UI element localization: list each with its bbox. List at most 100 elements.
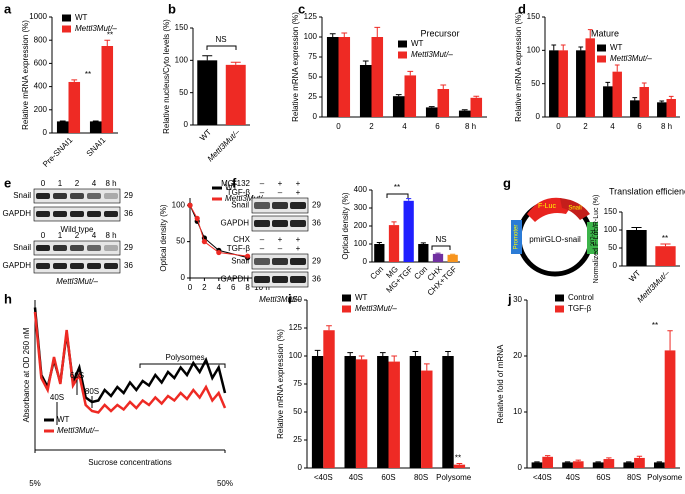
x-tick-label: 8 h bbox=[661, 122, 672, 131]
annotation: ** bbox=[652, 321, 658, 330]
y-tick-label: 200 bbox=[34, 105, 48, 114]
annotation: 40S bbox=[50, 393, 64, 402]
error-bar bbox=[668, 95, 674, 99]
error-bar bbox=[544, 455, 551, 457]
snail-segment bbox=[560, 198, 590, 220]
error-bar bbox=[560, 44, 566, 51]
blot-band bbox=[290, 202, 306, 209]
x-tick-label: Pre-SNAI1 bbox=[41, 135, 75, 169]
bar bbox=[89, 121, 102, 133]
blot-band bbox=[36, 211, 50, 217]
y-axis-label: Absorbance at OD 260 nM bbox=[22, 327, 31, 422]
bar bbox=[56, 121, 69, 133]
bar bbox=[437, 89, 450, 117]
y-tick-label: 300 bbox=[354, 203, 368, 212]
bar bbox=[576, 50, 586, 118]
treatment-sign: – bbox=[260, 179, 265, 188]
y-tick-label: 20 bbox=[513, 351, 522, 360]
error-bar bbox=[347, 352, 354, 356]
bar bbox=[653, 462, 665, 468]
y-tick-label: 400 bbox=[354, 185, 368, 194]
error-bar bbox=[379, 352, 386, 356]
y-axis-label: Relative mRNA expression (%) bbox=[514, 12, 523, 122]
bar bbox=[572, 461, 584, 468]
plasmid-label: pmirGLO-snail bbox=[529, 235, 581, 244]
size-marker: 36 bbox=[124, 209, 133, 218]
annotation: Polysomes bbox=[165, 353, 204, 362]
blot-band bbox=[104, 193, 118, 199]
axis bbox=[189, 198, 262, 279]
x-tick-label: 8 h bbox=[465, 122, 476, 131]
error-bar bbox=[614, 64, 620, 72]
blot-band bbox=[104, 211, 118, 217]
treatment-sign: – bbox=[260, 235, 265, 244]
bar bbox=[377, 356, 389, 468]
y-tick-label: 150 bbox=[604, 207, 618, 216]
blot-band bbox=[272, 220, 288, 227]
size-marker: 36 bbox=[312, 219, 321, 228]
blot-band bbox=[70, 211, 84, 217]
legend-swatch bbox=[597, 44, 606, 52]
bar bbox=[392, 96, 405, 117]
treatment-label: TGF-β bbox=[227, 188, 251, 197]
y-tick-label: 30 bbox=[513, 295, 522, 304]
y-tick-label: 25 bbox=[308, 92, 317, 101]
annotation: ** bbox=[107, 30, 113, 39]
row-label: GAPDH bbox=[3, 209, 32, 218]
error-bar bbox=[423, 363, 430, 371]
bar bbox=[603, 459, 615, 468]
treatment-sign: + bbox=[278, 179, 283, 188]
bar bbox=[432, 253, 444, 262]
legend-label: WT bbox=[610, 43, 623, 52]
legend-label: WT bbox=[225, 183, 238, 192]
y-tick-label: 100 bbox=[604, 225, 618, 234]
treatment-sign: + bbox=[296, 179, 301, 188]
bar bbox=[388, 361, 400, 468]
x-tick-label: <40S bbox=[314, 473, 333, 482]
blot-band bbox=[70, 263, 84, 269]
bar bbox=[418, 244, 429, 262]
blot-band bbox=[290, 258, 306, 265]
y-tick-label: 200 bbox=[354, 221, 368, 230]
blot-band bbox=[290, 220, 306, 227]
bar bbox=[374, 244, 385, 262]
error-bar bbox=[435, 252, 441, 254]
blot-caption: Mettl3Mut/– bbox=[259, 295, 301, 304]
error-bar bbox=[667, 330, 673, 351]
error-bar bbox=[551, 44, 557, 51]
y-tick-label: 800 bbox=[34, 35, 48, 44]
x-tick-label: 6 bbox=[435, 122, 440, 131]
x-axis-label: Sucrose concentrations bbox=[88, 458, 172, 467]
bar bbox=[453, 464, 466, 468]
error-bar bbox=[606, 457, 612, 460]
x-tick-label: 10 h bbox=[254, 283, 270, 292]
blot-band bbox=[87, 211, 101, 217]
legend-label: TGF-β bbox=[568, 304, 592, 313]
bar bbox=[447, 254, 458, 262]
bar bbox=[592, 462, 604, 468]
y-tick-label: 0 bbox=[613, 261, 618, 270]
panel-letter: g bbox=[503, 175, 511, 190]
y-axis-label: Optical density (%) bbox=[159, 204, 168, 271]
y-tick-label: 0 bbox=[298, 463, 303, 472]
y-tick-label: 1000 bbox=[29, 12, 47, 21]
size-marker: 29 bbox=[312, 201, 321, 210]
annotation: 80S bbox=[85, 387, 99, 396]
bar bbox=[338, 37, 351, 117]
blot-band bbox=[104, 245, 118, 251]
error-bar bbox=[631, 226, 642, 230]
annotation: NS bbox=[215, 35, 226, 44]
chart-title: Mature bbox=[591, 28, 619, 38]
bar bbox=[359, 65, 372, 117]
panel-letter: c bbox=[298, 1, 305, 16]
y-axis-label: Relative mRNA expression (%) bbox=[276, 329, 285, 439]
blot-band bbox=[87, 193, 101, 199]
panel-letter: h bbox=[4, 291, 12, 306]
panel-letter: j bbox=[507, 291, 512, 306]
error-bar bbox=[656, 461, 663, 463]
bar bbox=[344, 356, 356, 468]
legend-label: WT bbox=[411, 39, 424, 48]
bar bbox=[323, 330, 335, 468]
blot-caption: Mettl3Mut/– bbox=[56, 277, 98, 286]
size-marker: 36 bbox=[312, 275, 321, 284]
